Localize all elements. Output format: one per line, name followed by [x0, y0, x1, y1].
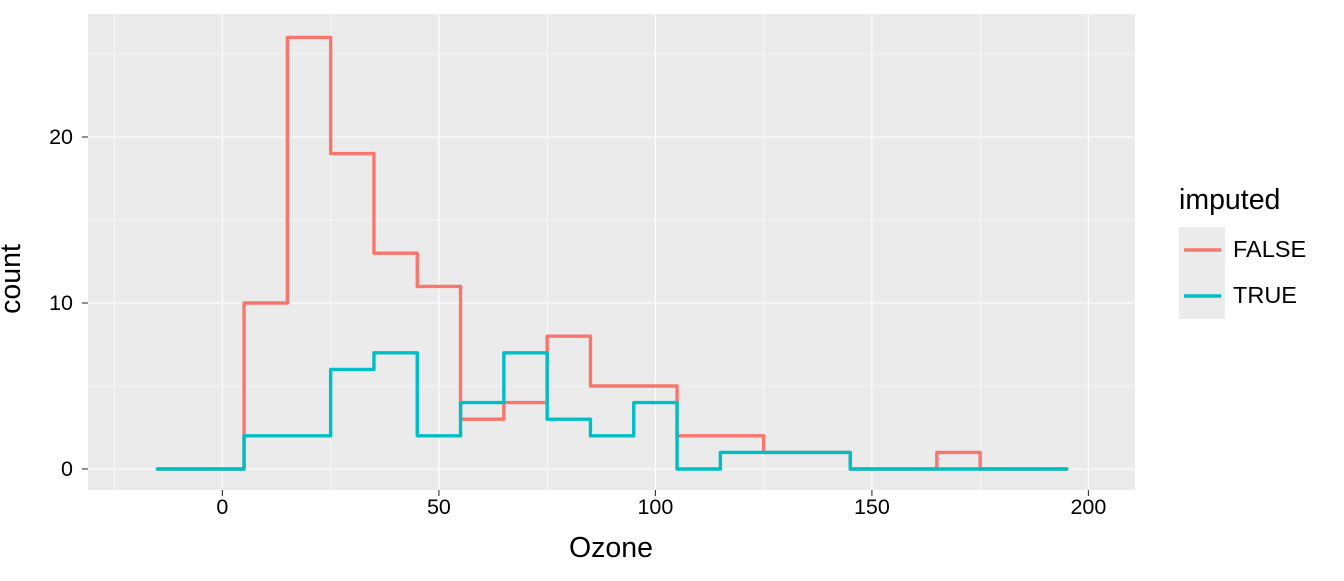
svg-text:200: 200	[1070, 495, 1106, 519]
svg-text:count: count	[0, 244, 27, 314]
svg-text:20: 20	[49, 125, 73, 149]
svg-text:150: 150	[854, 495, 890, 519]
svg-text:0: 0	[216, 495, 228, 519]
svg-text:Ozone: Ozone	[569, 532, 653, 564]
svg-text:10: 10	[49, 291, 73, 315]
svg-text:TRUE: TRUE	[1233, 282, 1297, 308]
svg-text:100: 100	[637, 495, 673, 519]
svg-text:FALSE: FALSE	[1233, 236, 1306, 262]
svg-text:50: 50	[427, 495, 451, 519]
svg-text:0: 0	[61, 457, 73, 481]
svg-text:imputed: imputed	[1179, 184, 1280, 216]
